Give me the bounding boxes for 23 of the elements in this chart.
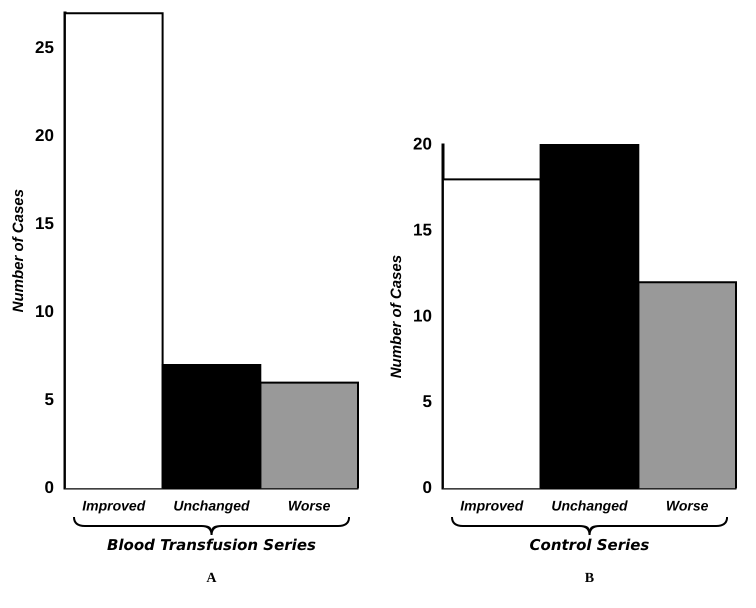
x-tick-label: Worse [288,497,331,514]
y-tick-label: 15 [34,214,54,233]
y-tick-label: 5 [422,392,432,412]
x-tick-label: Improved [460,497,524,514]
x-axis-title: Blood Transfusion Series [106,536,317,554]
y-axis-title: Number of Cases [388,254,406,378]
x-axis-title: Control Series [528,536,650,554]
y-tick-label: 10 [34,302,54,321]
x-tick-label: Unchanged [551,497,628,514]
y-tick-label: 10 [412,306,432,326]
x-tick-label: Worse [666,497,709,514]
y-tick-label: 20 [34,126,54,146]
x-tick-label: Improved [82,497,146,514]
y-tick-label: 5 [44,390,54,409]
y-tick-label: 25 [34,38,54,58]
y-tick-label: 0 [422,478,432,497]
x-tick-label: Unchanged [173,497,250,514]
y-tick-label: 0 [44,478,54,497]
text: A [205,571,218,588]
y-axis-title: Number of Cases [10,189,28,312]
y-tick-label: 20 [412,134,432,154]
y-tick-label: 15 [412,220,432,240]
text: B [584,571,596,588]
